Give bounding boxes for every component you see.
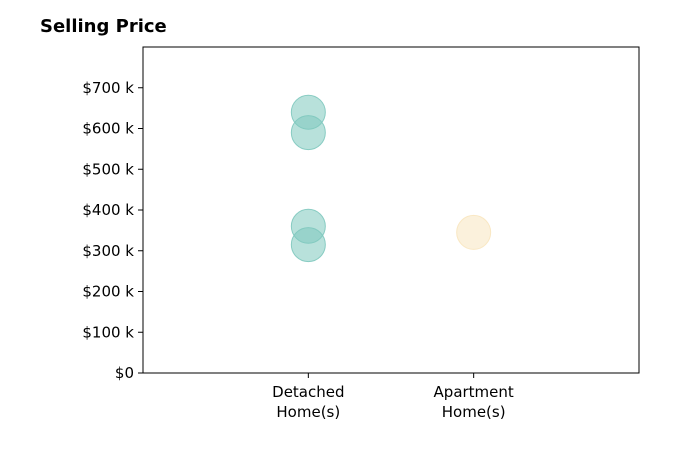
y-tick-label: $600 k [82,120,134,138]
x-tick-label: Home(s) [276,403,340,421]
y-tick-label: $200 k [82,283,134,301]
x-tick-label: Apartment [434,383,514,401]
y-tick-label: $400 k [82,201,134,219]
y-tick-label: $100 k [82,323,134,341]
data-point [290,227,326,263]
chart-title: Selling Price [40,16,167,37]
y-axis: $0 $100 k $200 k $300 k $400 k $500 k $600 k $7… [82,79,143,382]
plot-frame [142,46,640,374]
data-point [456,214,492,250]
data-points [290,94,492,263]
x-axis: Detached Home(s) Apartment Home(s) [272,373,514,421]
y-tick-label: $700 k [82,79,134,97]
data-point [290,115,326,151]
x-tick-label: Home(s) [442,403,506,421]
y-tick-label: $500 k [82,160,134,178]
x-tick-label: Detached [272,383,344,401]
y-tick-label: $300 k [82,242,134,260]
y-tick-label: $0 [115,364,134,382]
